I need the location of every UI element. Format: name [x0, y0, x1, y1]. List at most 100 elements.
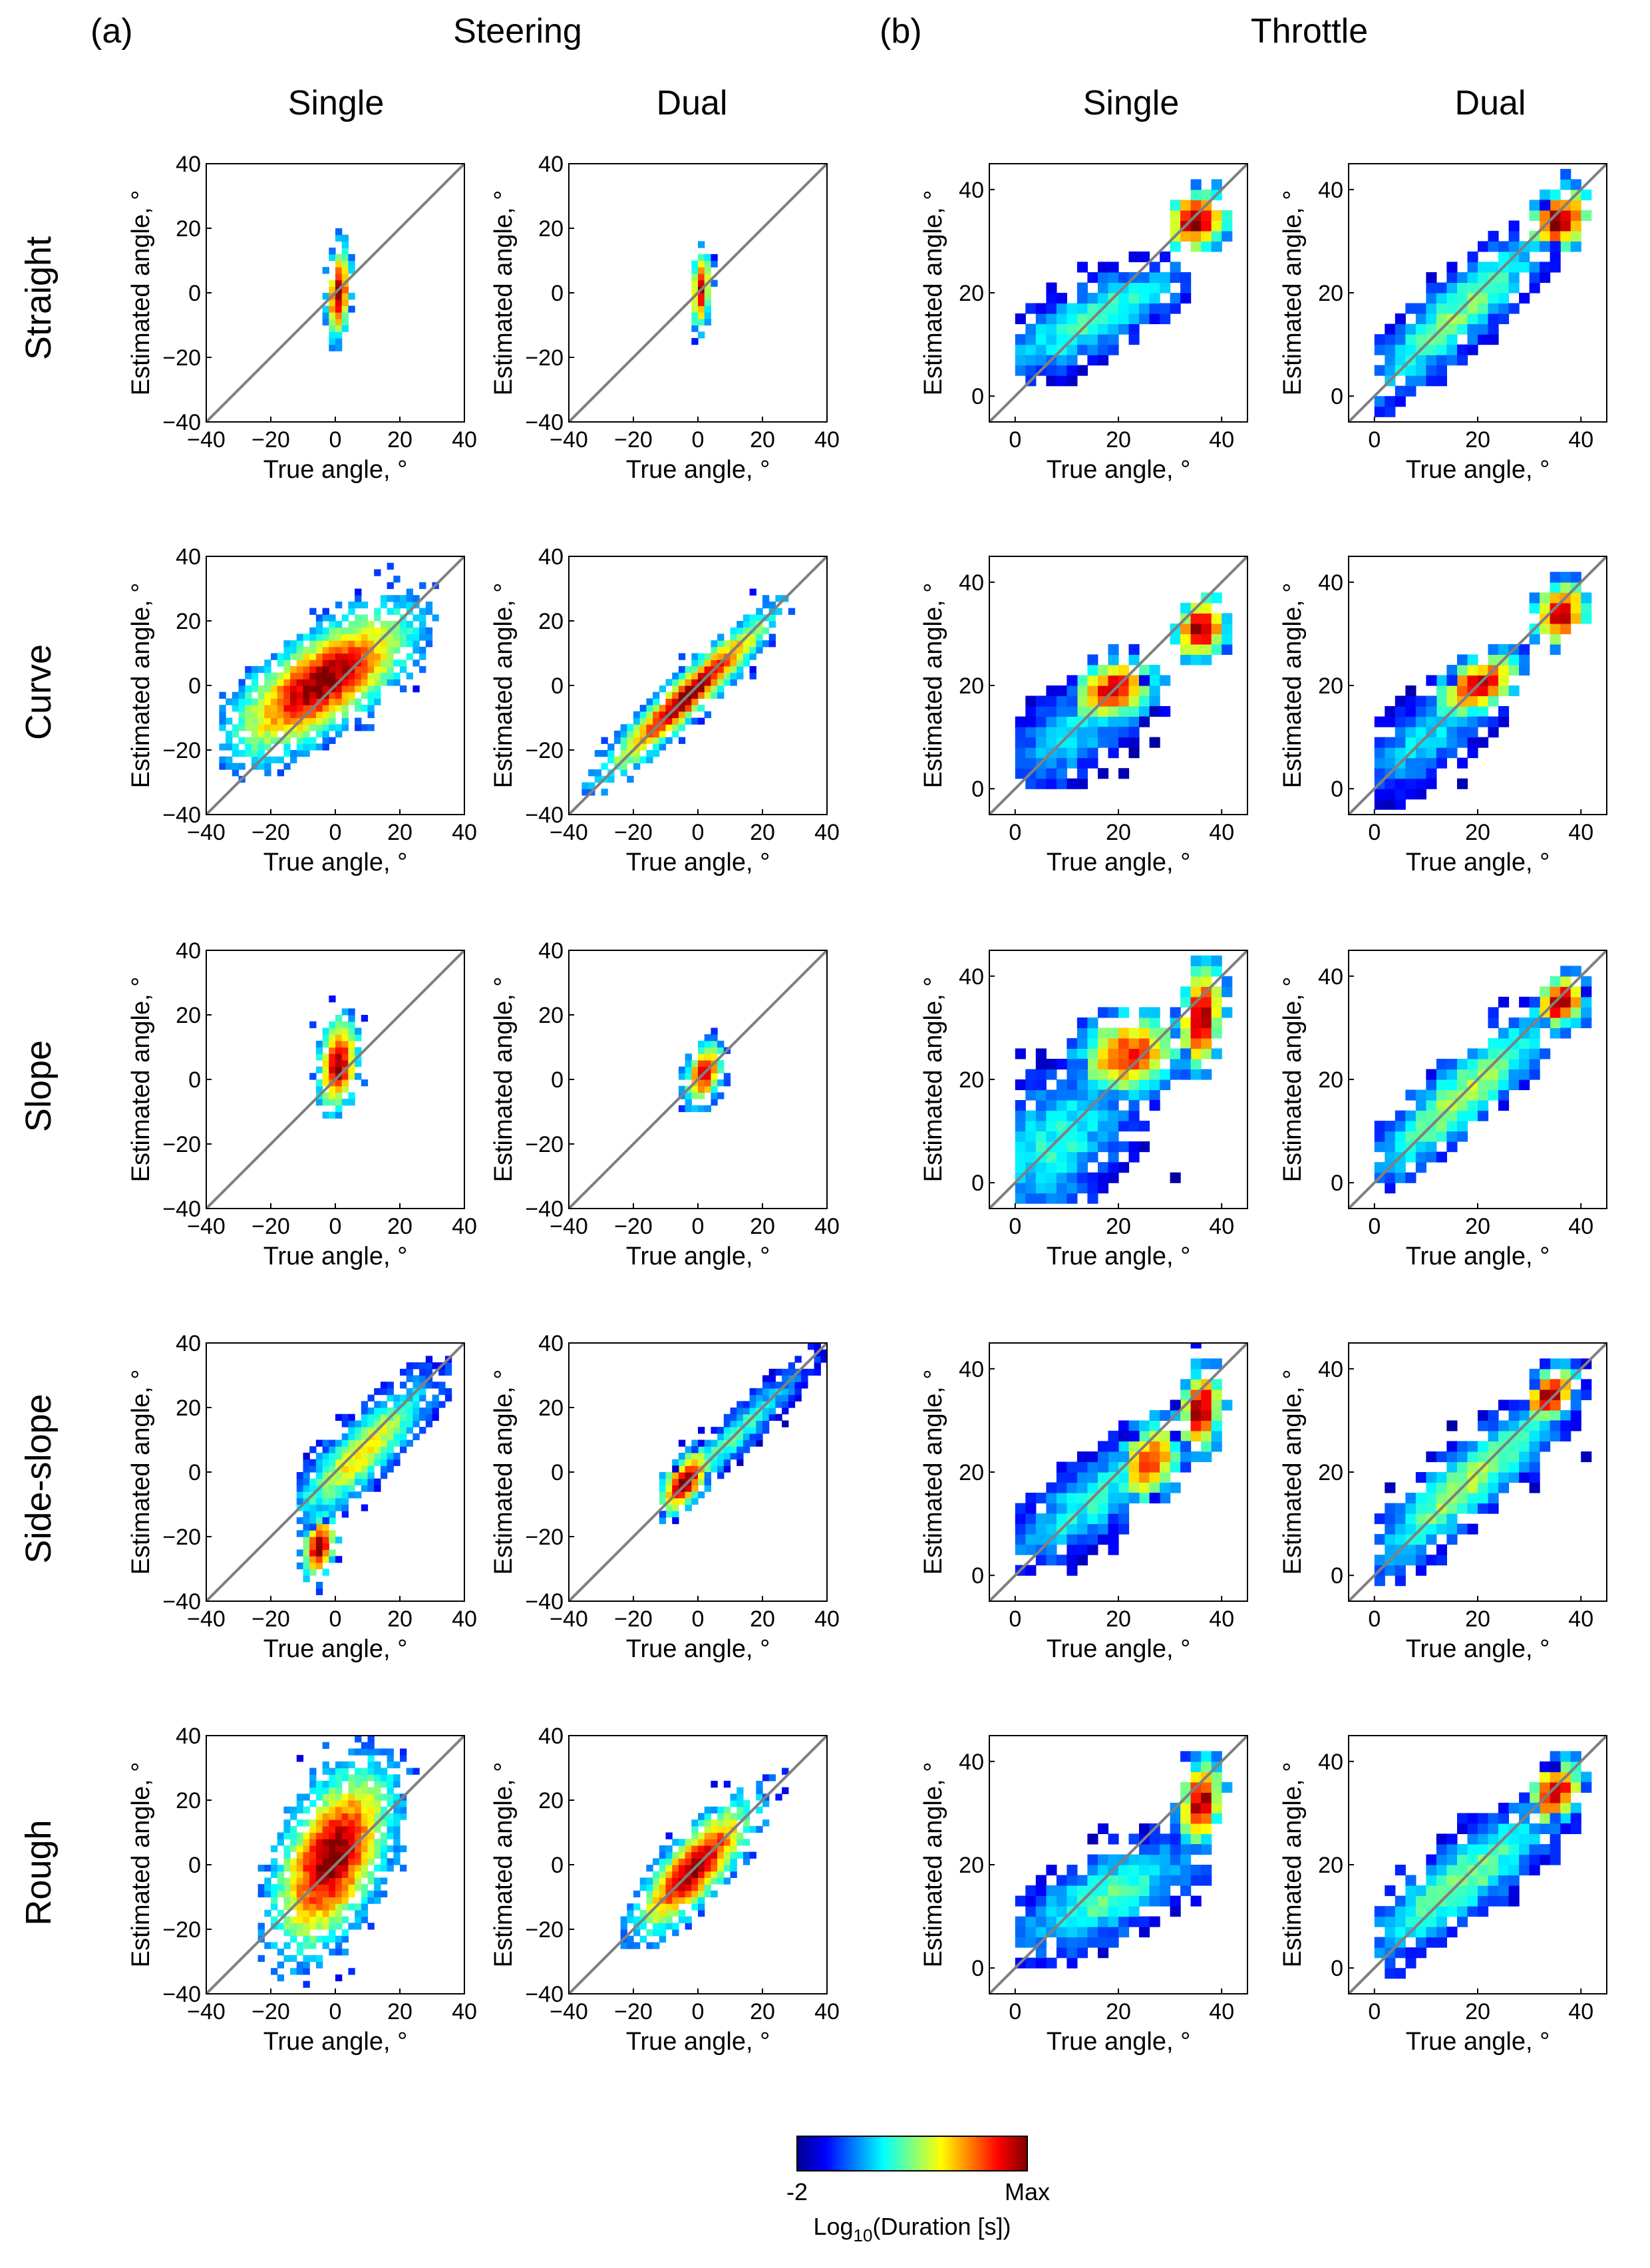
heatmap-cell — [691, 653, 699, 660]
panel-straight-throttle-single-ylabel: Estimated angle, ° — [919, 190, 947, 396]
heatmap-cell — [296, 698, 304, 705]
heatmap-cell — [419, 646, 426, 654]
x-tick-label: −20 — [251, 1214, 290, 1239]
heatmap-cell — [309, 1903, 317, 1911]
heatmap-cell — [691, 1832, 699, 1839]
heatmap-cell — [1478, 1089, 1489, 1101]
heatmap-cell — [620, 1923, 627, 1930]
heatmap-cell — [283, 711, 291, 719]
heatmap-cell — [315, 1549, 323, 1557]
x-tick-label: 40 — [814, 820, 840, 845]
heatmap-cell — [1508, 654, 1520, 665]
heatmap-cell — [749, 665, 756, 673]
heatmap-cell — [264, 763, 271, 770]
heatmap-cell — [672, 1865, 679, 1872]
heatmap-cell — [296, 1949, 304, 1956]
heatmap-cell — [685, 1839, 692, 1846]
x-tick-label: 20 — [1106, 1999, 1131, 2024]
heatmap-cell — [387, 1794, 394, 1801]
x-tick-label: 0 — [1368, 1214, 1381, 1239]
heatmap-cell — [698, 1832, 705, 1839]
panel-slope-throttle-single-identity-line — [989, 950, 1247, 1209]
heatmap-cell — [1149, 1007, 1160, 1018]
heatmap-cell — [335, 672, 343, 679]
heatmap-cell — [1436, 757, 1447, 769]
heatmap-cell — [315, 614, 323, 622]
heatmap-cell — [1087, 1523, 1098, 1535]
heatmap-cell — [1046, 706, 1057, 717]
heatmap-cell — [322, 1079, 329, 1087]
heatmap-cell — [1190, 241, 1202, 252]
heatmap-cell — [1415, 1895, 1426, 1907]
heatmap-cell — [309, 608, 317, 615]
heatmap-cell — [393, 1845, 401, 1853]
heatmap-cell — [283, 1832, 291, 1839]
heatmap-cell — [717, 1079, 725, 1087]
heatmap-cell — [1098, 716, 1109, 727]
heatmap-cell — [1098, 1895, 1109, 1907]
heatmap-cell — [646, 737, 653, 744]
heatmap-cell — [1128, 727, 1140, 738]
heatmap-cell — [348, 267, 355, 274]
heatmap-cell — [348, 1884, 355, 1891]
heatmap-cell — [322, 737, 329, 744]
heatmap-cell — [355, 1851, 362, 1859]
heatmap-cell — [277, 1923, 284, 1930]
heatmap-cell — [588, 782, 595, 789]
heatmap-cell — [1467, 1089, 1478, 1101]
heatmap-cell — [1067, 1865, 1078, 1876]
heatmap-cell — [691, 1085, 699, 1093]
heatmap-cell — [1108, 1100, 1119, 1111]
heatmap-cell — [1046, 1482, 1057, 1493]
heatmap-cell — [1385, 716, 1396, 727]
heatmap-cell — [296, 1497, 304, 1505]
heatmap-cell — [296, 1871, 304, 1878]
heatmap-cell — [1426, 313, 1437, 325]
heatmap-cell — [742, 1806, 750, 1813]
heatmap-cell — [1550, 976, 1561, 987]
heatmap-cell — [620, 1942, 627, 1949]
heatmap-cell — [1015, 1162, 1026, 1173]
heatmap-cell — [419, 1414, 426, 1421]
heatmap-cell — [1529, 1420, 1540, 1431]
heatmap-cell — [1025, 1895, 1037, 1907]
heatmap-cell — [1108, 747, 1119, 759]
x-tick-label: 20 — [387, 1606, 412, 1632]
heatmap-cell — [665, 679, 673, 686]
heatmap-cell — [387, 1394, 394, 1402]
heatmap-cell — [432, 1408, 439, 1415]
heatmap-cell — [1467, 1833, 1478, 1845]
heatmap-cell — [665, 1916, 673, 1923]
heatmap-cell — [1415, 1937, 1426, 1948]
x-tick-label: 0 — [1009, 820, 1021, 845]
heatmap-cell — [412, 640, 420, 648]
heatmap-cell — [355, 1465, 362, 1473]
heatmap-cell — [251, 711, 259, 719]
heatmap-cell — [387, 1452, 394, 1460]
heatmap-cell — [698, 1040, 705, 1048]
heatmap-cell — [296, 1884, 304, 1891]
heatmap-cell — [341, 1871, 349, 1878]
heatmap-cell — [329, 665, 336, 673]
heatmap-cell — [1415, 706, 1426, 717]
heatmap-cell — [1488, 1017, 1499, 1028]
heatmap-cell — [672, 1459, 679, 1466]
heatmap-cell — [685, 1865, 692, 1872]
heatmap-cell — [296, 1858, 304, 1865]
heatmap-cell — [341, 1472, 349, 1479]
heatmap-cell — [425, 1362, 433, 1370]
heatmap-cell — [1488, 1503, 1499, 1514]
heatmap-cell — [646, 717, 653, 725]
heatmap-cell — [639, 756, 647, 763]
heatmap-cell — [309, 1459, 317, 1466]
x-tick-label: 40 — [814, 1214, 840, 1239]
heatmap-cell — [355, 1845, 362, 1853]
heatmap-cell — [315, 1832, 323, 1839]
heatmap-cell — [691, 337, 699, 345]
heatmap-cell — [1426, 344, 1437, 355]
heatmap-cell — [737, 1794, 744, 1801]
heatmap-cell — [1446, 716, 1458, 727]
heatmap-cell — [698, 685, 705, 693]
heatmap-cell — [361, 634, 369, 641]
